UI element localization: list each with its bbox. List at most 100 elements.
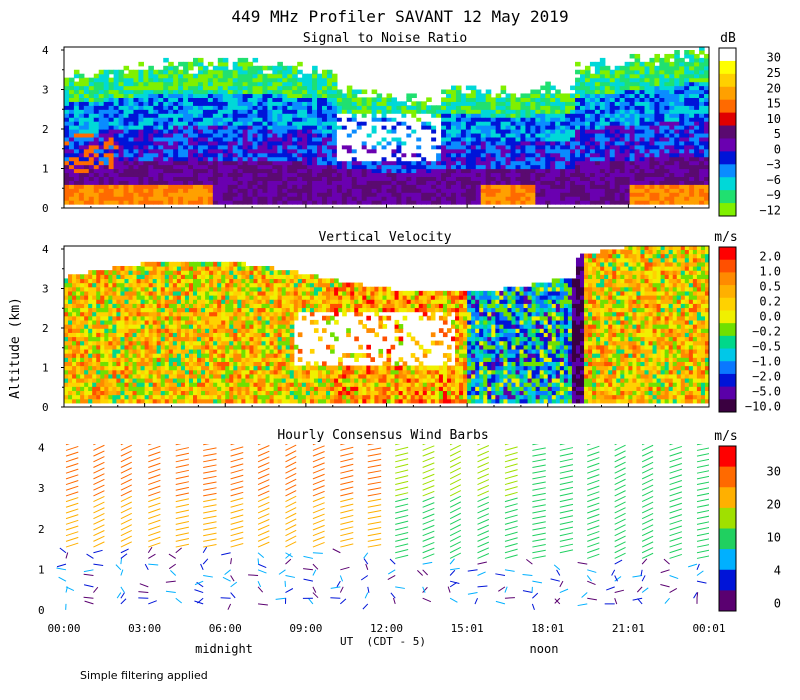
snr-cell	[455, 148, 462, 154]
snr-cell	[704, 65, 709, 71]
snr-cell	[654, 180, 660, 185]
velocity-cell	[144, 382, 150, 387]
snr-cell	[659, 101, 665, 106]
snr-cell	[183, 101, 189, 106]
snr-cell	[555, 164, 561, 170]
snr-cell	[436, 188, 442, 193]
snr-cell	[322, 81, 328, 87]
snr-cell	[193, 168, 199, 174]
snr-cell	[376, 101, 383, 106]
snr-cell	[485, 192, 492, 197]
snr-cell	[555, 113, 561, 118]
snr-cell	[441, 109, 447, 114]
velocity-cell	[120, 328, 126, 333]
snr-cell	[118, 152, 125, 158]
snr-cell	[704, 188, 709, 193]
snr-cell	[98, 164, 105, 170]
snr-cell	[565, 152, 571, 158]
velocity-cell	[148, 361, 154, 367]
velocity-cell	[104, 336, 109, 342]
snr-cell	[247, 105, 254, 110]
snr-cell	[267, 160, 273, 166]
snr-cell	[183, 184, 189, 189]
snr-cell	[535, 109, 541, 114]
velocity-cell	[96, 311, 101, 317]
snr-cell	[292, 180, 298, 185]
velocity-cell	[132, 340, 138, 346]
velocity-cell	[104, 315, 109, 321]
snr-cell	[679, 65, 685, 71]
snr-cell	[118, 77, 125, 83]
snr-cell	[297, 129, 303, 134]
snr-cell	[366, 144, 373, 150]
snr-cell	[88, 125, 95, 130]
snr-cell	[684, 196, 690, 201]
snr-cell	[207, 176, 214, 181]
snr-cell	[619, 180, 626, 185]
snr-cell	[113, 97, 120, 102]
snr-cell	[287, 125, 293, 130]
snr-cell	[197, 121, 204, 126]
snr-cell	[470, 97, 477, 102]
snr-cell	[98, 101, 105, 106]
snr-cell	[525, 156, 531, 162]
velocity-cell	[92, 328, 97, 333]
velocity-cell	[68, 299, 73, 304]
velocity-cell	[128, 353, 134, 358]
snr-cell	[138, 117, 144, 122]
snr-cell	[371, 172, 378, 177]
velocity-cell	[108, 319, 113, 325]
snr-cell	[257, 180, 264, 185]
snr-cell	[674, 101, 680, 106]
velocity-cell	[100, 390, 105, 396]
snr-cell	[480, 109, 487, 114]
snr-cell	[346, 156, 353, 162]
snr-cell	[475, 196, 482, 201]
snr-cell	[148, 129, 154, 134]
snr-cell	[619, 160, 626, 166]
snr-cell	[460, 113, 467, 118]
snr-cell	[163, 85, 169, 91]
snr-cell	[312, 73, 318, 79]
snr-cell	[356, 184, 363, 189]
velocity-cell	[84, 390, 89, 396]
snr-cell	[575, 129, 581, 134]
snr-cell	[212, 180, 219, 185]
snr-cell	[183, 85, 189, 91]
snr-cell	[212, 196, 219, 201]
snr-cell	[416, 105, 422, 110]
snr-cell	[183, 89, 189, 95]
snr-cell	[257, 113, 264, 118]
snr-cell	[222, 184, 229, 189]
velocity-cell	[140, 336, 146, 342]
snr-cell	[381, 105, 388, 110]
velocity-cell	[140, 324, 146, 329]
snr-cell	[480, 101, 487, 106]
snr-cell	[133, 144, 140, 150]
velocity-cell	[100, 278, 105, 284]
velocity-cell	[68, 303, 73, 309]
snr-cell	[381, 192, 388, 197]
snr-cell	[331, 140, 338, 146]
snr-cell	[490, 200, 497, 205]
snr-cell	[98, 200, 105, 205]
snr-cell	[550, 121, 556, 126]
snr-cell	[634, 105, 641, 110]
snr-cell	[659, 113, 665, 118]
snr-cell	[381, 196, 388, 201]
snr-cell	[584, 168, 591, 174]
snr-cell	[451, 129, 457, 134]
snr-cell	[331, 188, 338, 193]
snr-cell	[401, 140, 407, 146]
snr-cell	[163, 148, 169, 154]
snr-cell	[609, 164, 616, 170]
snr-cell	[505, 176, 512, 181]
snr-cell	[629, 53, 636, 59]
snr-cell	[331, 176, 338, 181]
snr-cell	[103, 192, 110, 197]
snr-cell	[584, 65, 591, 71]
snr-cell	[123, 65, 130, 71]
snr-cell	[143, 69, 149, 75]
snr-cell	[113, 156, 120, 162]
snr-cell	[490, 125, 497, 130]
